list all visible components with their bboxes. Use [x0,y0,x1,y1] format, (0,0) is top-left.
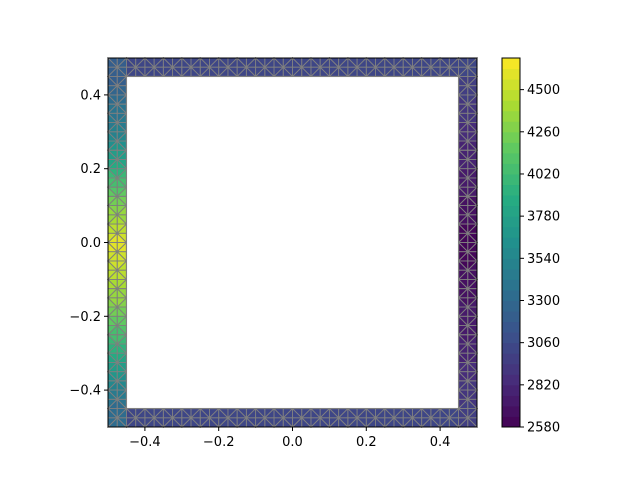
colorbar-band [502,332,520,344]
colorbar-band [502,226,520,238]
y-tick-label: 0.0 [80,236,101,251]
plot-area [106,56,479,429]
colorbar-band [502,384,520,396]
colorbar-band [502,58,520,70]
colorbar-band [502,173,520,186]
x-tick-label: 0.4 [430,435,451,450]
y-tick-label: 0.4 [80,88,101,103]
x-tick-label: 0.2 [356,435,377,450]
colorbar-band [502,395,520,407]
colorbar-band [502,131,520,143]
colorbar-tick-label: 3780 [527,210,560,225]
colorbar-tick-label: 4020 [527,167,560,182]
colorbar-band [502,237,520,249]
colorbar-tick-label: 3060 [527,336,560,351]
colorbar-band [502,163,520,175]
colorbar-band [502,184,520,196]
colorbar-band [502,205,520,217]
colorbar-tick-label: 4260 [527,125,560,140]
colorbar-band [502,195,520,207]
colorbar-band [502,79,520,91]
inner-hole [125,75,460,410]
colorbar: 2580 2820 3060 3300 3540 3780 4020 4260 4500 [501,57,560,436]
colorbar-band [502,289,520,301]
colorbar-band [502,152,520,164]
x-tick-label: −0.2 [203,435,235,450]
colorbar-ticks: 2580 2820 3060 3300 3540 3780 4020 4260 4500 [520,83,560,436]
colorbar-band [502,374,520,386]
colorbar-tick-label: 3540 [527,252,560,267]
colorbar-frame [501,57,521,428]
colorbar-band [502,142,520,154]
y-tick-label: −0.2 [69,310,101,325]
colorbar-band [502,68,520,80]
colorbar-band [502,279,520,291]
colorbar-band [502,321,520,333]
colorbar-tick-label: 2820 [527,378,560,393]
colorbar-band [502,300,520,312]
colorbar-band [502,89,520,101]
colorbar-band [502,363,520,375]
colorbar-tick-label: 4500 [527,83,560,98]
colorbar-band [502,311,520,323]
colorbar-band [502,110,520,122]
y-axis: 0.4 0.2 0.0 −0.2 −0.4 [69,88,108,399]
x-axis: −0.4 −0.2 0.0 0.2 0.4 [129,427,450,450]
colorbar-band [502,247,520,259]
colorbar-tick-label: 2580 [527,421,560,436]
x-tick-label: 0.0 [282,435,303,450]
colorbar-band [502,353,520,365]
colorbar-tick-label: 3300 [527,294,560,309]
colorbar-band [502,416,520,428]
colorbar-band [502,405,520,417]
y-tick-label: 0.2 [80,162,101,177]
colorbar-bands [502,58,520,428]
triangle-mesh [106,56,479,429]
colorbar-band [502,121,520,133]
colorbar-band [502,342,520,354]
colorbar-band [502,100,520,112]
y-tick-label: −0.4 [69,384,101,399]
colorbar-band [502,216,520,228]
colorbar-band [502,268,520,280]
colorbar-band [502,258,520,270]
x-tick-label: −0.4 [129,435,161,450]
